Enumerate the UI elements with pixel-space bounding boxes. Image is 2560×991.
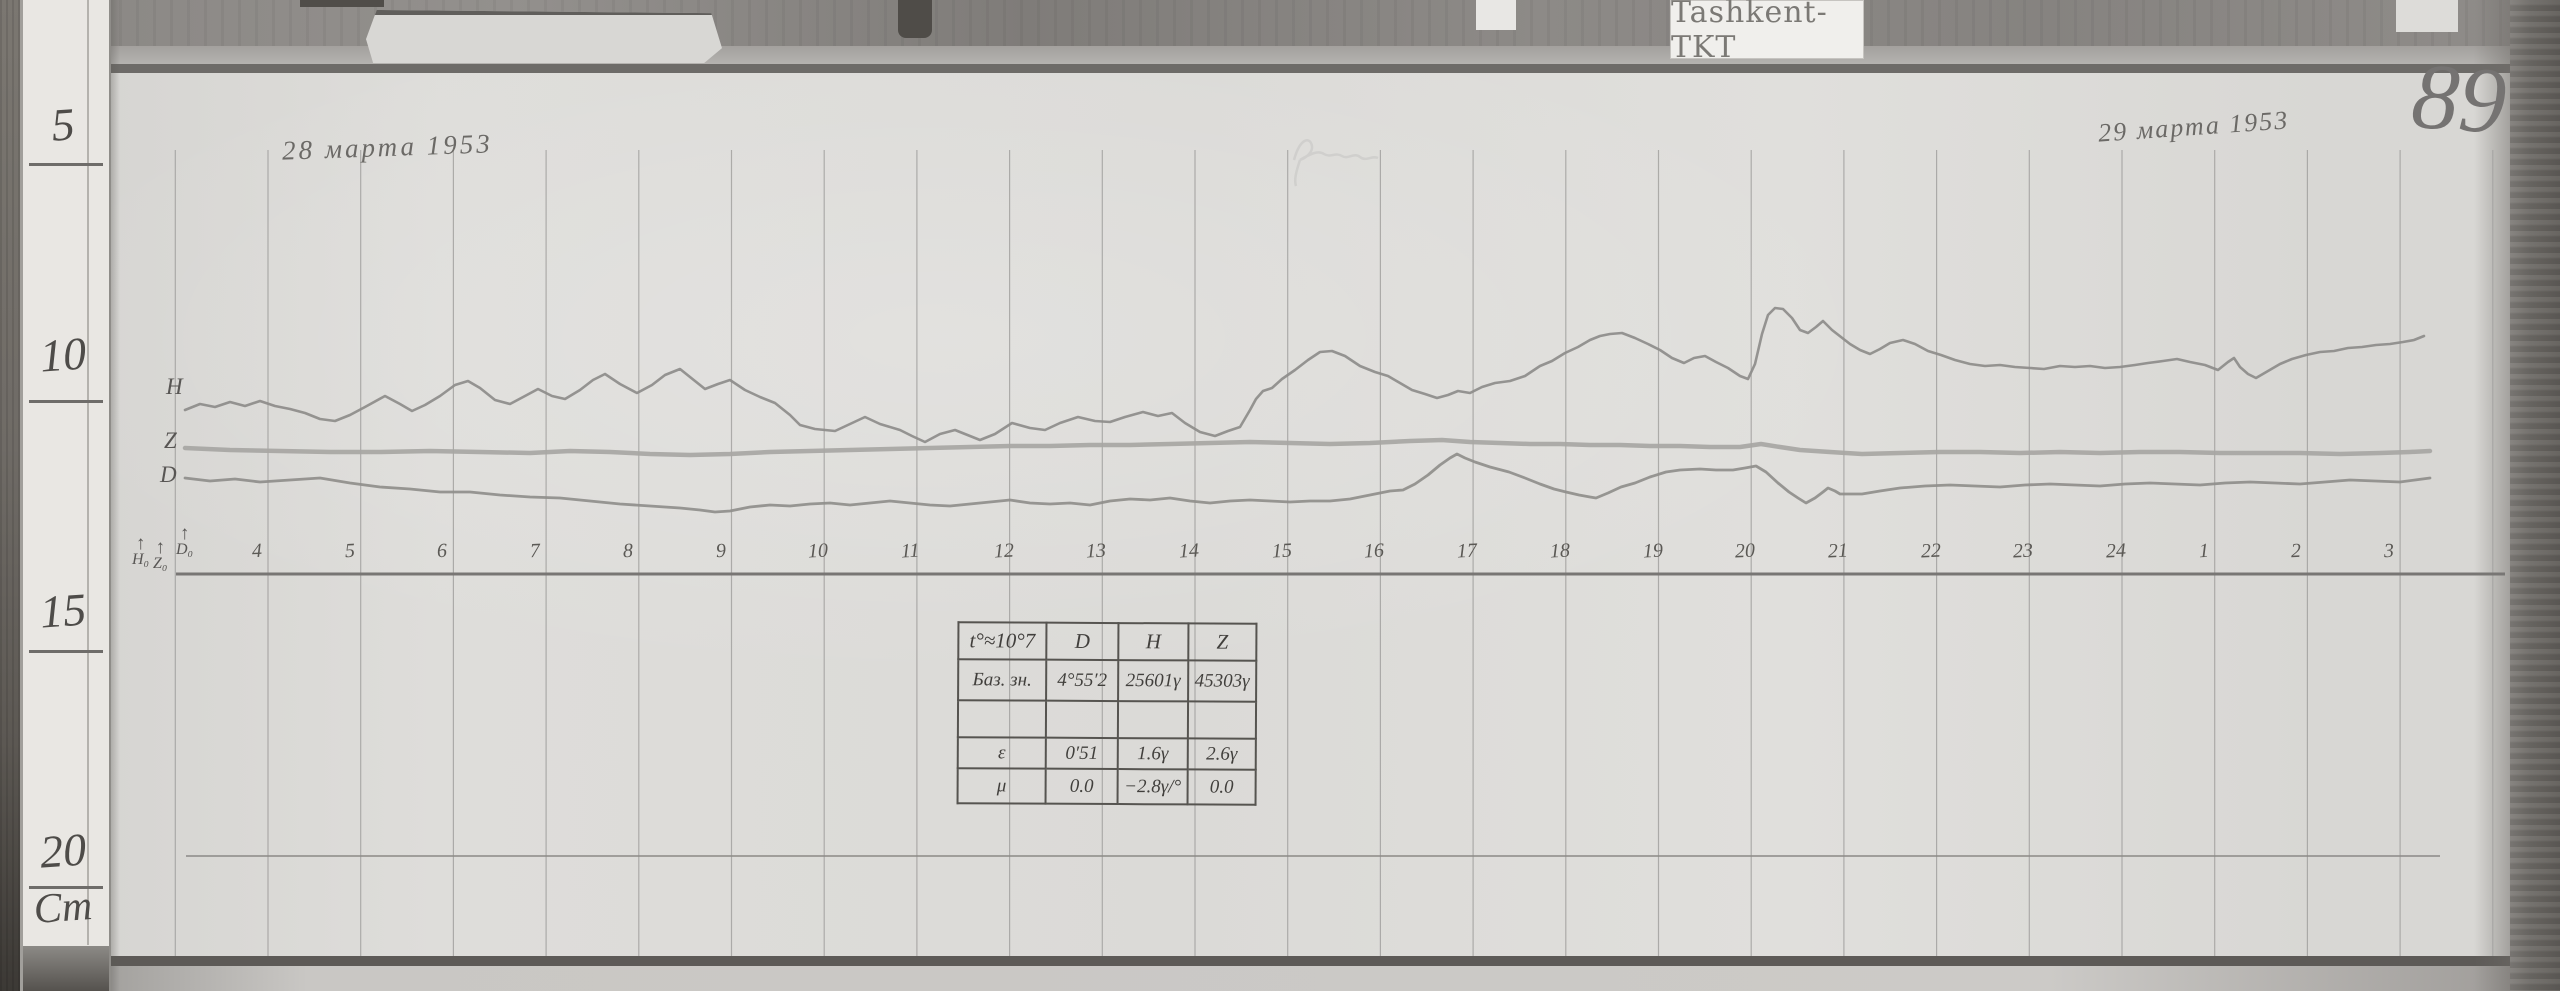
table-cell (1187, 701, 1257, 739)
table-cell: μ (957, 768, 1046, 804)
axis-hour-label: 10 (807, 539, 829, 563)
paper-top-edge (100, 64, 2524, 73)
base-values-table: t°≈10°7 D H Z Баз. зн. 4°55′2 25601γ 45303γ ε 0′5… (957, 621, 1258, 806)
axis-hour-label: 6 (436, 539, 448, 563)
paper-right-shadow (2474, 0, 2514, 991)
axis-hour-label: 20 (1734, 539, 1756, 563)
cm-ruler: 5 10 15 20 Cm (20, 0, 111, 991)
axis-hour-label: 4 (251, 539, 263, 563)
table-cell: −2.8γ/° (1117, 769, 1188, 805)
paper-sheen (100, 73, 2520, 957)
magnetogram-sheet (100, 73, 2520, 957)
axis-hour-label: 1 (2198, 539, 2210, 563)
axis-hour-label: 23 (2012, 539, 2034, 563)
ruler-inner-line (87, 0, 89, 945)
table-cell: 4°55′2 (1046, 659, 1119, 702)
origin-mark-d0: ↑ D₀ (176, 523, 194, 558)
axis-hour-label: 17 (1456, 539, 1478, 563)
up-arrow-icon: ↑ (135, 533, 146, 554)
table-cell (1117, 701, 1189, 739)
table-cell: t°≈10°7 (958, 622, 1047, 660)
wood-edge-right (2510, 0, 2560, 991)
axis-hour-label: 7 (529, 539, 541, 563)
ruler-bottom-edge (23, 946, 109, 991)
ruler-number: 10 (38, 327, 88, 382)
axis-hour-label: 15 (1271, 539, 1293, 563)
dark-notch (300, 0, 384, 7)
axis-hour-label: 3 (2383, 539, 2395, 563)
axis-hour-label: 14 (1178, 539, 1200, 563)
table-cell: ε (957, 737, 1046, 769)
table-cell: D (1046, 622, 1119, 661)
origin-mark-h0: ↑ H₀ (132, 533, 150, 568)
trace-label-z: Z (164, 428, 177, 453)
table-cell: 0.0 (1045, 768, 1118, 805)
clip-icon (898, 0, 932, 38)
origin-mark-z0: ↑ Z₀ (153, 537, 168, 572)
table-cell: 0.0 (1187, 769, 1256, 805)
table-cell: 0′51 (1045, 737, 1118, 770)
axis-hour-label: 19 (1641, 539, 1664, 563)
ruler-number: 5 (49, 98, 77, 151)
axis-hour-label: 13 (1085, 539, 1107, 563)
table-cell: Баз. зн. (958, 659, 1047, 701)
ruler-number: 20 (38, 823, 88, 878)
ruler-unit-label: Cm (32, 883, 94, 933)
wood-edge-right-texture (2510, 0, 2560, 991)
table-cell: 25601γ (1118, 660, 1189, 702)
axis-hour-label: 8 (622, 539, 634, 563)
paper-tag-small (1476, 0, 1516, 30)
ruler-tick (29, 400, 103, 403)
axis-hour-label: 24 (2105, 539, 2127, 563)
ruler-tick (29, 886, 103, 889)
ruler-tick (29, 163, 103, 166)
axis-hour-label: 9 (714, 539, 727, 563)
trace-label-d: D (160, 462, 177, 487)
axis-hour-label: 18 (1549, 539, 1571, 563)
ruler-tick (29, 650, 103, 653)
paper-scrap-top-right (2396, 0, 2458, 32)
axis-hour-label: 5 (344, 539, 356, 563)
ruler-number: 15 (38, 583, 88, 638)
page-number: 89 (2408, 43, 2510, 155)
up-arrow-icon: ↑ (155, 537, 165, 558)
paper-bottom-edge (60, 956, 2524, 966)
trace-label-h: H (166, 374, 183, 399)
table-surface-below (0, 966, 2560, 991)
table-cell: Z (1188, 623, 1257, 661)
axis-hour-label: 22 (1920, 539, 1942, 563)
table-cell: 1.6γ (1117, 738, 1188, 770)
table-cell: 45303γ (1188, 660, 1257, 702)
axis-hour-label: 11 (900, 539, 920, 563)
table-cell: H (1118, 623, 1189, 661)
axis-hour-label: 16 (1363, 539, 1385, 563)
axis-hour-label: 12 (993, 539, 1015, 563)
paper-scrap-top-left (366, 10, 722, 63)
wood-edge-left (0, 0, 22, 991)
table-cell (957, 700, 1047, 738)
station-label: Tashkent-TKT (1670, 0, 1864, 65)
axis-hour-label: 2 (2290, 539, 2302, 563)
up-arrow-icon: ↑ (179, 523, 190, 544)
wood-edge-left-grain (0, 0, 22, 991)
table-cell (1045, 700, 1119, 739)
table-cell: 2.6γ (1187, 738, 1256, 770)
axis-hour-label: 21 (1827, 539, 1849, 563)
